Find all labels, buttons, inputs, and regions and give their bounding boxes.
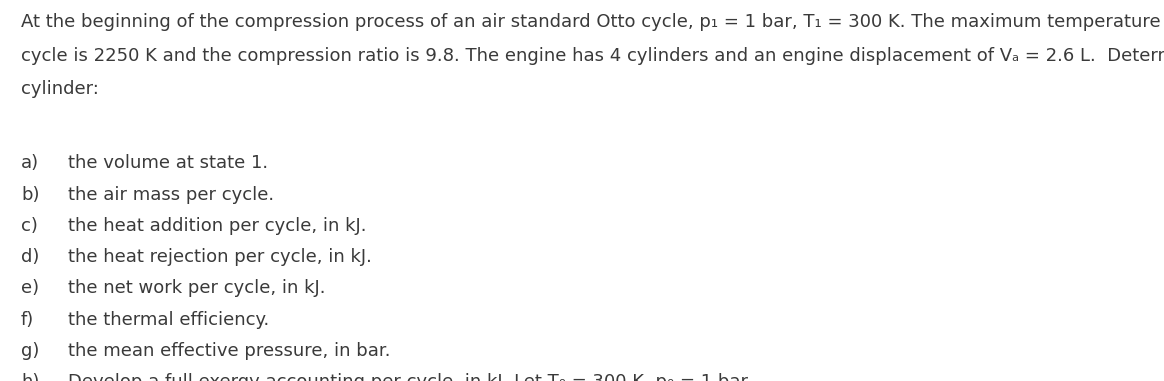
Text: d): d)	[21, 248, 40, 266]
Text: the heat rejection per cycle, in kJ.: the heat rejection per cycle, in kJ.	[68, 248, 371, 266]
Text: f): f)	[21, 311, 34, 328]
Text: a): a)	[21, 154, 40, 172]
Text: e): e)	[21, 279, 40, 297]
Text: b): b)	[21, 186, 40, 203]
Text: cycle is 2250 K and the compression ratio is 9.8. The engine has 4 cylinders and: cycle is 2250 K and the compression rati…	[21, 47, 1164, 65]
Text: the heat addition per cycle, in kJ.: the heat addition per cycle, in kJ.	[68, 217, 365, 235]
Text: h): h)	[21, 373, 40, 381]
Text: Develop a full exergy accounting per cycle, in kJ. Let T₀ = 300 K, p₀ = 1 bar.: Develop a full exergy accounting per cyc…	[68, 373, 752, 381]
Text: the net work per cycle, in kJ.: the net work per cycle, in kJ.	[68, 279, 325, 297]
Text: the air mass per cycle.: the air mass per cycle.	[68, 186, 274, 203]
Text: the volume at state 1.: the volume at state 1.	[68, 154, 268, 172]
Text: g): g)	[21, 342, 40, 360]
Text: the mean effective pressure, in bar.: the mean effective pressure, in bar.	[68, 342, 390, 360]
Text: At the beginning of the compression process of an air standard Otto cycle, p₁ = : At the beginning of the compression proc…	[21, 13, 1164, 31]
Text: cylinder:: cylinder:	[21, 80, 99, 98]
Text: the thermal efficiency.: the thermal efficiency.	[68, 311, 269, 328]
Text: c): c)	[21, 217, 37, 235]
